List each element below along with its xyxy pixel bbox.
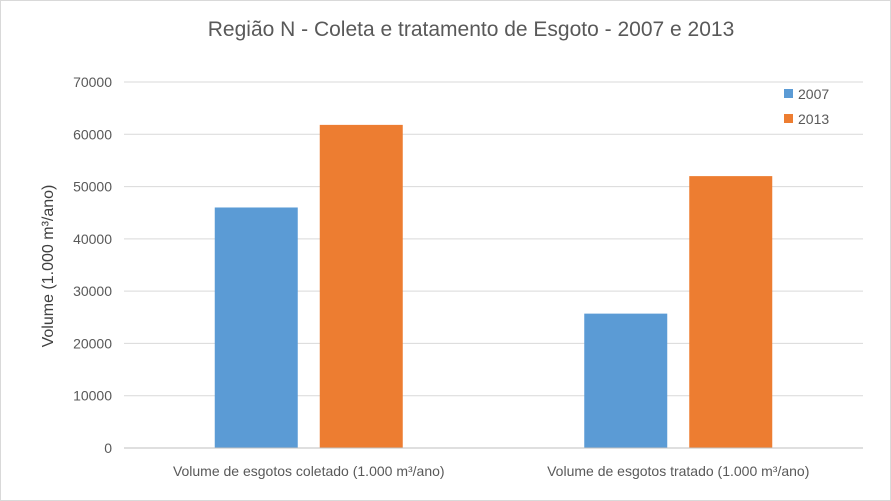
y-tick-label: 60000 — [73, 126, 112, 142]
x-category-label: Volume de esgotos coletado (1.000 m³/ano… — [173, 463, 445, 479]
bar-2013-1 — [319, 124, 403, 449]
y-tick-label: 10000 — [73, 388, 112, 404]
x-axis-categories: Volume de esgotos coletado (1.000 m³/ano… — [173, 463, 809, 479]
legend-swatch-2007 — [784, 89, 793, 98]
y-tick-label: 20000 — [73, 335, 112, 351]
y-tick-label: 30000 — [73, 283, 112, 299]
legend: 2007 2013 — [784, 86, 829, 127]
y-tick-label: 70000 — [73, 74, 112, 90]
legend-label-2013: 2013 — [798, 111, 829, 127]
y-tick-label: 0 — [104, 440, 112, 456]
legend-swatch-2013 — [784, 114, 793, 123]
bar-2007-1 — [214, 207, 298, 448]
x-category-label: Volume de esgotos tratado (1.000 m³/ano) — [547, 463, 809, 479]
y-tick-label: 50000 — [73, 179, 112, 195]
bar-2007-2 — [584, 313, 668, 448]
legend-label-2007: 2007 — [798, 86, 829, 102]
bar-2013-2 — [689, 176, 773, 448]
y-tick-label: 40000 — [73, 231, 112, 247]
y-axis-ticks: 0 10000 20000 30000 40000 50000 60000 70000 — [73, 74, 112, 456]
chart-title: Região N - Coleta e tratamento de Esgoto… — [208, 18, 735, 41]
bars — [214, 124, 773, 449]
y-axis-label: Volume (1.000 m³/ano) — [40, 185, 57, 348]
